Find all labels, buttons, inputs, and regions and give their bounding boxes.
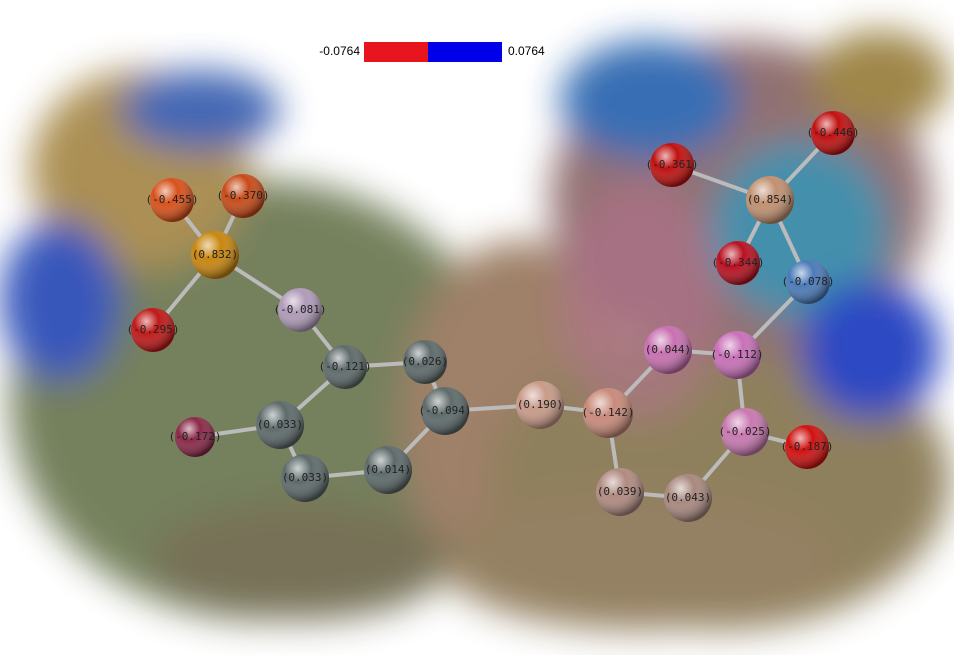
atom-label: (0.832) xyxy=(192,248,238,261)
atom-label: (-0.112) xyxy=(711,348,764,361)
colorbar-min: -0.0764 xyxy=(319,44,360,58)
atom-label: (-0.172) xyxy=(169,430,222,443)
atom-label: (-0.295) xyxy=(127,323,180,336)
atom: (0.832) xyxy=(191,231,239,279)
atom: (0.854) xyxy=(746,176,794,224)
atom-label: (0.854) xyxy=(747,193,793,206)
atom: (0.039) xyxy=(596,468,644,516)
colorbar-red xyxy=(364,42,428,62)
atom-label: (-0.121) xyxy=(319,360,372,373)
atom-label: (0.014) xyxy=(365,463,411,476)
atom-label: (0.033) xyxy=(282,471,328,484)
atom-label: (0.044) xyxy=(645,343,691,356)
atom-label: (-0.078) xyxy=(782,275,835,288)
atom: (0.044) xyxy=(644,326,692,374)
atom-label: (0.190) xyxy=(517,398,563,411)
atom: (0.033) xyxy=(256,401,304,449)
atom: (0.014) xyxy=(364,446,412,494)
atom-label: (0.039) xyxy=(597,485,643,498)
atom-label: (-0.361) xyxy=(646,158,699,171)
atom-label: (-0.370) xyxy=(217,189,270,202)
atom-label: (-0.446) xyxy=(807,126,860,139)
atom-label: (0.043) xyxy=(665,491,711,504)
colorbar-max: 0.0764 xyxy=(508,44,545,58)
atom-label: (-0.025) xyxy=(719,425,772,438)
atom-label: (-0.344) xyxy=(712,256,765,269)
atom-label: (0.026) xyxy=(402,355,448,368)
esp-rendering: (-0.455) (-0.370) (0.832) (-0.295) (-0.081) (… xyxy=(0,0,954,655)
atom-label: (-0.142) xyxy=(582,406,635,419)
colorbar: -0.0764 0.0764 xyxy=(312,40,545,64)
colorbar-blue xyxy=(428,42,502,62)
atom-label: (-0.187) xyxy=(781,440,834,453)
atom-label: (-0.455) xyxy=(146,193,199,206)
atom: (0.043) xyxy=(664,474,712,522)
atom: (0.190) xyxy=(516,381,564,429)
atom-label: (0.033) xyxy=(257,418,303,431)
atom-label: (-0.081) xyxy=(274,303,327,316)
atom: (0.033) xyxy=(281,454,329,502)
atom-label: (-0.094) xyxy=(419,404,472,417)
